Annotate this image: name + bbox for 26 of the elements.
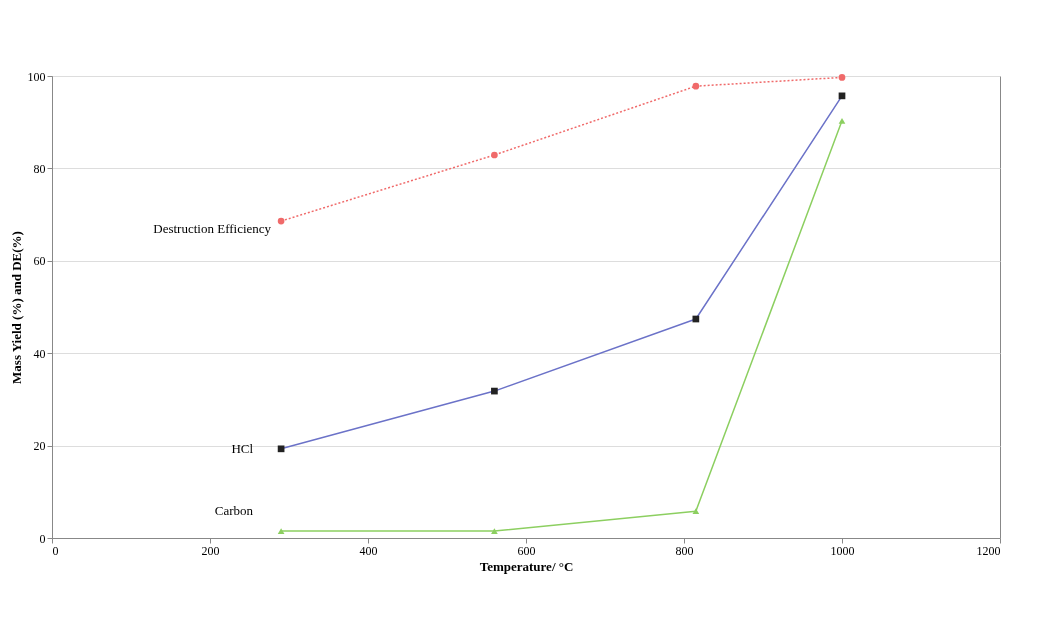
point [491, 151, 498, 159]
point [692, 508, 700, 515]
y-axis-title: Mass Yield (%) and DE(%) [8, 231, 24, 384]
series-label: HCl [231, 440, 254, 456]
y-tick-label: 40 [33, 346, 46, 361]
x-axis-title: Temperature/ °C [479, 558, 574, 574]
point [277, 217, 285, 225]
y-tick-label: 100 [27, 69, 46, 84]
point [277, 528, 285, 534]
x-tick-label: 1000 [830, 543, 855, 558]
x-tick-label: 800 [675, 543, 694, 558]
x-tick-label: 0 [52, 543, 59, 558]
x-tick-label: 1200 [976, 543, 1001, 558]
x-tick-label: 400 [359, 543, 378, 558]
text: Carbon [214, 503, 254, 519]
y-tick-label: 0 [39, 531, 46, 546]
point [491, 528, 498, 534]
y-tick-label: 80 [33, 161, 46, 176]
point [692, 82, 700, 90]
point [838, 117, 846, 124]
series-label: Destruction Efficiency [153, 221, 272, 237]
y-tick-label: 60 [33, 254, 46, 269]
point [838, 74, 846, 81]
x-tick-label: 200 [201, 543, 220, 558]
x-tick-label: 600 [517, 543, 536, 558]
y-tick-label: 20 [33, 439, 46, 454]
